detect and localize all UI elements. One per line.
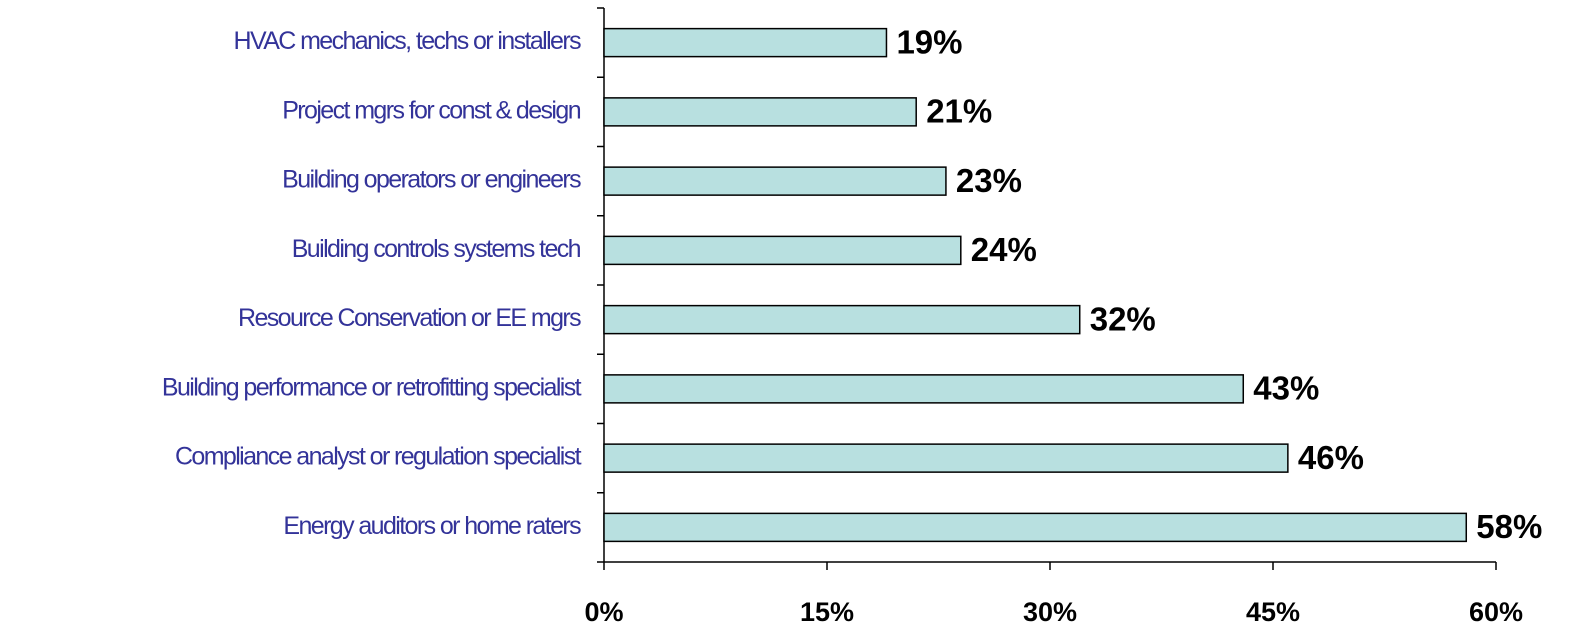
value-label: 43% bbox=[1253, 370, 1319, 407]
value-label: 21% bbox=[926, 93, 992, 130]
bar bbox=[603, 97, 917, 127]
value-label: 32% bbox=[1090, 300, 1156, 337]
bar bbox=[603, 443, 1289, 473]
bar bbox=[603, 374, 1245, 404]
category-label: Building operators or engineers bbox=[282, 166, 581, 194]
value-label: 24% bbox=[971, 231, 1037, 268]
x-tick-label: 45% bbox=[1246, 597, 1300, 627]
x-tick-label: 60% bbox=[1469, 597, 1523, 627]
category-label: Project mgrs for const & design bbox=[282, 96, 580, 124]
bar bbox=[603, 304, 1081, 335]
bar bbox=[603, 235, 962, 266]
bar bbox=[603, 512, 1468, 543]
category-label: Energy auditors or home raters bbox=[283, 512, 581, 540]
value-label: 19% bbox=[896, 23, 962, 60]
category-label: Building performance or retrofitting spe… bbox=[162, 373, 582, 401]
bar bbox=[603, 166, 947, 196]
x-tick-label: 15% bbox=[800, 597, 854, 627]
bar bbox=[603, 27, 888, 58]
value-label: 58% bbox=[1476, 508, 1542, 545]
x-tick-label: 0% bbox=[584, 597, 623, 627]
value-label: 46% bbox=[1298, 439, 1364, 476]
category-label: Building controls systems tech bbox=[292, 235, 581, 263]
value-label: 23% bbox=[956, 162, 1022, 199]
category-label: Compliance analyst or regulation special… bbox=[175, 443, 582, 471]
x-tick-label: 30% bbox=[1023, 597, 1077, 627]
category-label: HVAC mechanics, techs or installers bbox=[234, 27, 582, 55]
category-label: Resource Conservation or EE mgrs bbox=[238, 304, 581, 332]
